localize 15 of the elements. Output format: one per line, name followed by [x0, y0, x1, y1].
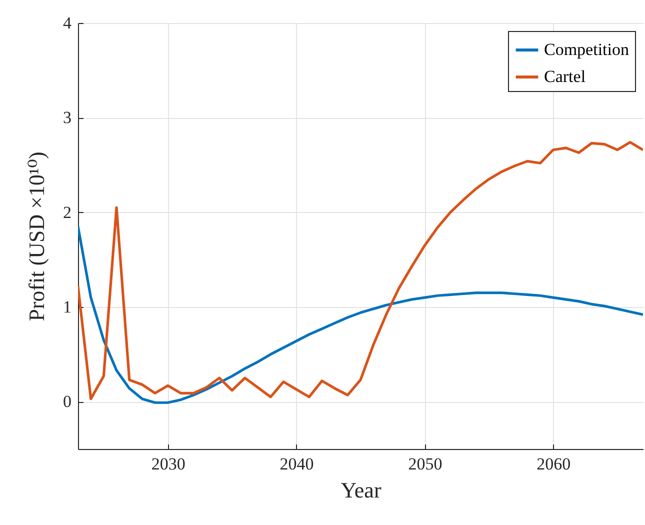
y-tick-label: 0	[63, 392, 72, 412]
y-axis-title: Profit (USD ×10¹⁰)	[24, 152, 49, 322]
x-tick-label: 2040	[280, 454, 314, 474]
y-tick-label: 1	[63, 298, 72, 316]
x-tick-label: 2050	[408, 454, 442, 474]
y-tick-label: 2	[63, 202, 72, 222]
line-series	[78, 225, 643, 404]
y-tick-label: 4	[63, 14, 72, 32]
x-tick-label: 2060	[536, 454, 571, 474]
legend-label: Competition	[544, 40, 630, 59]
y-tick-label: 3	[63, 108, 72, 128]
legend-label: Cartel	[544, 67, 586, 86]
x-axis-title: Year	[340, 478, 382, 502]
x-tick-label: 2030	[151, 454, 186, 474]
line-series	[78, 140, 643, 400]
